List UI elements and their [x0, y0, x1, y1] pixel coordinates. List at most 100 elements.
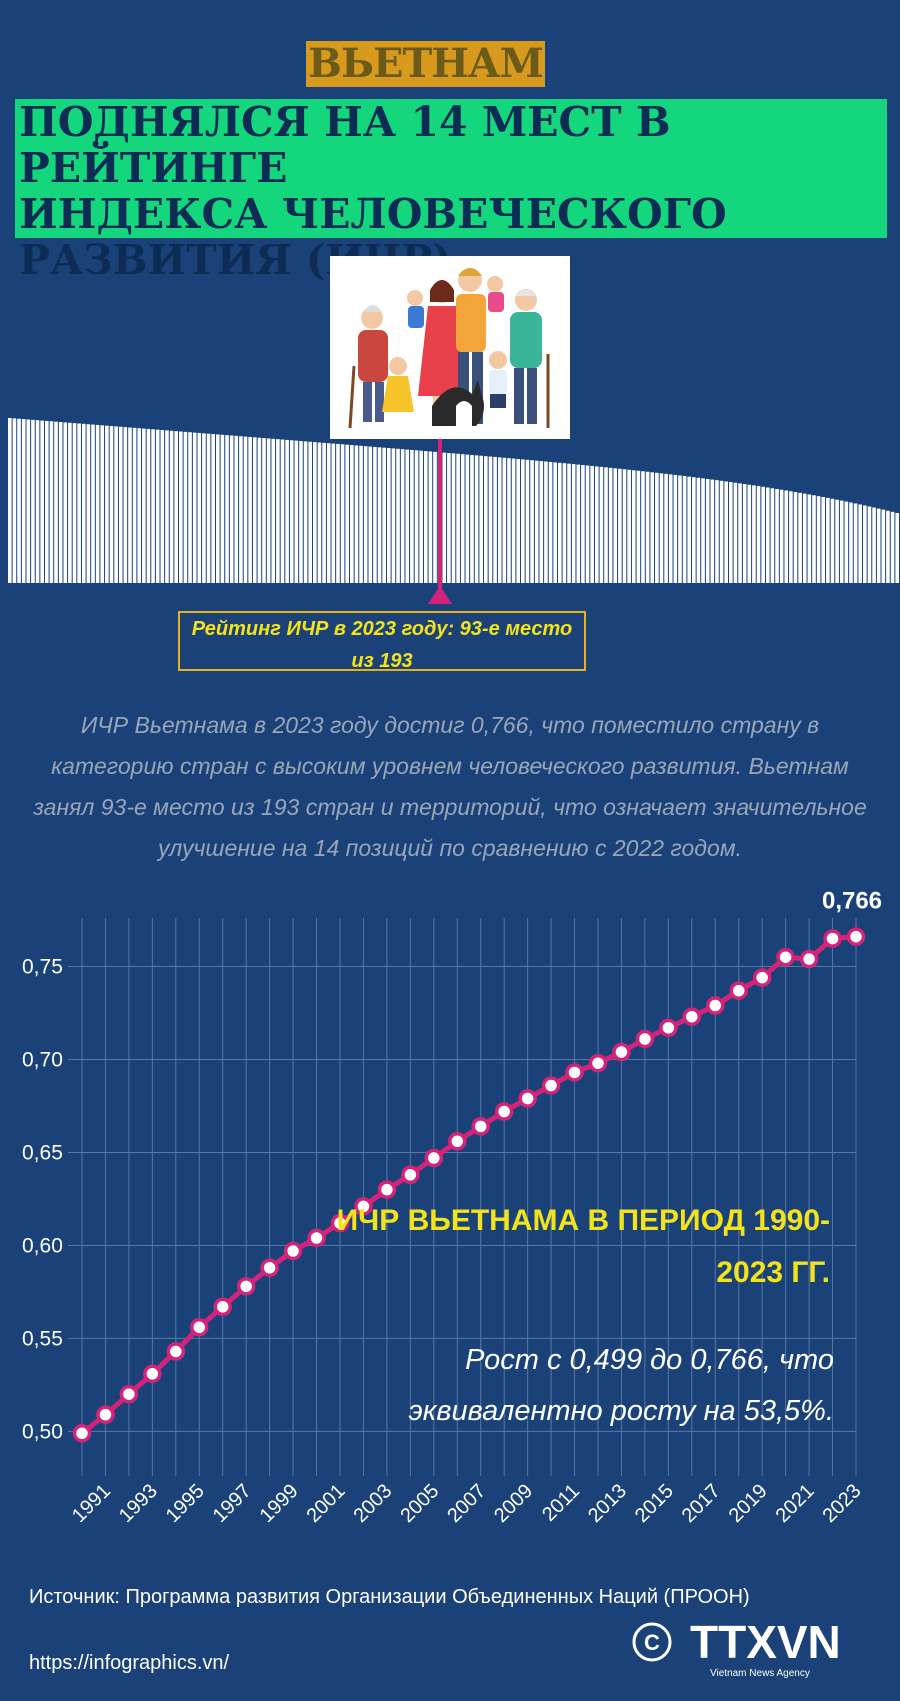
ranking-bar — [58, 422, 63, 583]
ranking-bar — [151, 429, 155, 583]
ranking-bar — [802, 493, 807, 583]
data-point — [119, 1384, 139, 1404]
x-tick-label: 2005 — [396, 1480, 443, 1527]
svg-text:C: C — [644, 1630, 660, 1655]
ranking-bar — [220, 434, 225, 583]
ranking-bar — [539, 461, 544, 583]
x-tick-label: 2021 — [772, 1480, 819, 1527]
data-point — [354, 1197, 373, 1216]
x-tick-label: 2019 — [725, 1480, 772, 1527]
ranking-bar — [303, 441, 308, 583]
ranking-bar — [285, 439, 289, 583]
ranking-bar — [188, 432, 192, 583]
ranking-bar — [521, 459, 525, 583]
ranking-bar — [229, 435, 234, 583]
x-tick-label: 1995 — [162, 1480, 209, 1527]
ranking-bar — [890, 511, 895, 583]
data-point — [776, 947, 795, 967]
source-note: Источник: Программа развития Организации… — [29, 1586, 750, 1608]
ranking-bar — [336, 443, 340, 583]
ranking-bar — [765, 487, 770, 583]
ranking-bar — [280, 439, 285, 583]
ranking-bar — [567, 463, 571, 583]
ranking-bar — [867, 506, 872, 583]
ranking-bar — [613, 468, 618, 583]
ranking-bar — [835, 499, 839, 583]
ranking-bar — [447, 453, 451, 583]
ranking-bar — [326, 443, 331, 583]
ranking-bar — [826, 497, 830, 583]
ranking-bar — [35, 420, 40, 583]
ranking-bar — [95, 424, 100, 583]
ranking-bar — [622, 469, 627, 583]
x-tick-label: 2011 — [538, 1480, 584, 1526]
ranking-bar — [604, 467, 608, 583]
ranking-bar — [807, 494, 812, 583]
x-tick-label: 2001 — [303, 1480, 350, 1527]
ranking-bar — [169, 430, 174, 583]
ranking-bar — [373, 446, 377, 583]
ranking-bar — [530, 460, 534, 583]
ranking-bar — [705, 478, 710, 583]
x-tick-label: 1991 — [68, 1480, 115, 1527]
ranking-bar — [692, 477, 696, 583]
ranking-bar — [779, 489, 784, 583]
data-point — [96, 1405, 115, 1424]
ranking-bar — [789, 491, 793, 583]
ranking-bar — [812, 495, 816, 583]
ranking-bar — [724, 481, 728, 583]
ranking-bar — [816, 496, 821, 583]
ranking-bar — [641, 471, 645, 583]
ranking-bar — [470, 454, 474, 583]
ranking-bar — [673, 474, 678, 583]
ranking-bar — [419, 450, 423, 583]
ranking-bar — [752, 485, 756, 583]
data-point — [330, 1213, 350, 1233]
ranking-bar — [266, 438, 271, 583]
ranking-bar — [821, 497, 826, 583]
ranking-bar — [308, 441, 313, 583]
ranking-bar — [386, 448, 391, 583]
kicker-title: ВЬЕТНАМ — [306, 41, 545, 87]
ranking-bar — [128, 427, 132, 583]
ranking-bar — [548, 461, 553, 583]
ranking-bar — [396, 448, 400, 583]
ranking-bar — [497, 457, 502, 583]
x-tick-label: 2015 — [631, 1480, 678, 1527]
ranking-bar — [484, 456, 488, 583]
ranking-bar — [123, 427, 128, 583]
grandmother-figure — [348, 305, 388, 429]
ranking-bar — [488, 456, 493, 583]
ranking-bar — [118, 426, 123, 583]
data-point — [236, 1277, 256, 1296]
ranking-bar — [317, 442, 322, 583]
ranking-bar — [359, 445, 363, 583]
website-url[interactable]: https://infographics.vn/ — [29, 1652, 230, 1674]
ranking-bar — [345, 444, 350, 583]
ranking-bar — [881, 509, 886, 583]
data-point — [190, 1318, 209, 1337]
ranking-bar — [678, 475, 682, 583]
ranking-bar — [142, 428, 146, 583]
ranking-bar — [257, 437, 262, 583]
ranking-bar — [271, 438, 276, 583]
ranking-bar — [405, 449, 410, 583]
x-tick-label: 1997 — [209, 1480, 256, 1527]
ranking-bar — [775, 488, 779, 583]
data-point — [588, 1053, 608, 1073]
data-point — [706, 996, 725, 1015]
ranking-bar — [44, 420, 49, 583]
ranking-bar — [525, 459, 530, 583]
ranking-bar — [17, 418, 21, 583]
ranking-bar — [77, 423, 81, 583]
ranking-bar — [276, 439, 280, 583]
ranking-bar — [294, 440, 299, 583]
ranking-bar — [410, 449, 414, 583]
ranking-bar — [728, 482, 733, 583]
ranking-bar — [313, 442, 317, 583]
ranking-bar — [863, 505, 867, 583]
ranking-bar — [100, 425, 105, 583]
ranking-bar — [650, 472, 655, 583]
family-illustration — [330, 256, 570, 439]
ranking-bar — [719, 480, 724, 583]
